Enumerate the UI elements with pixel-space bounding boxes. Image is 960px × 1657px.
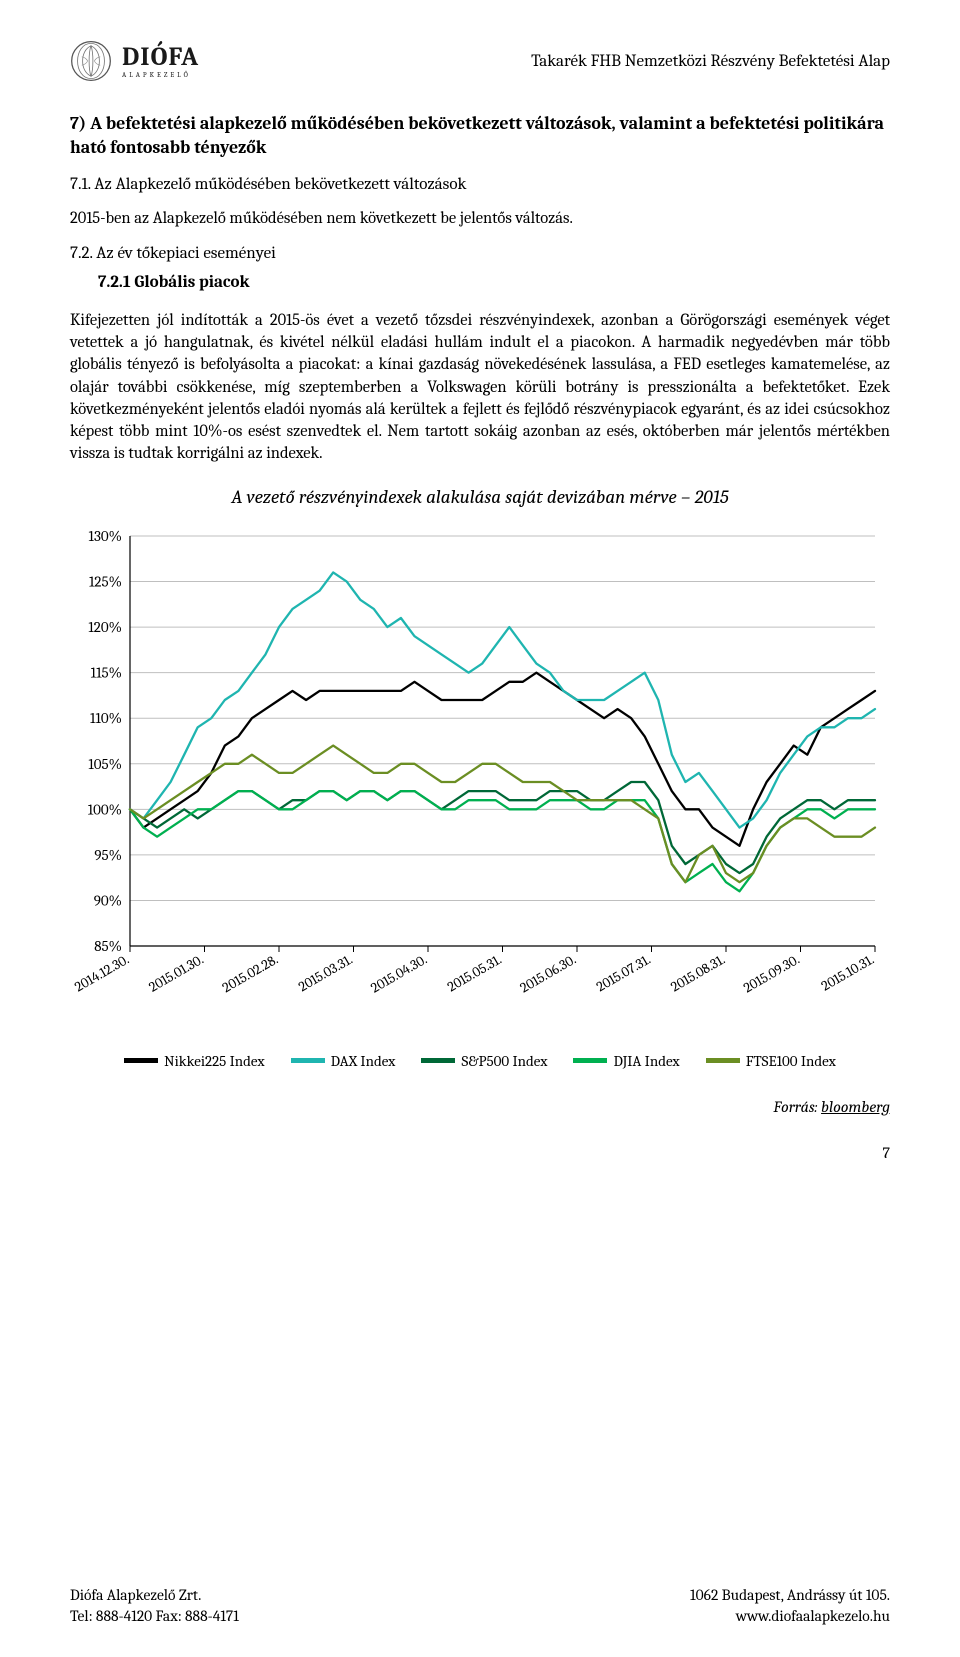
page-header: DIÓFA ALAPKEZELŐ Takarék FHB Nemzetközi … [70, 40, 890, 82]
legend-swatch [124, 1058, 158, 1063]
line-chart: 85%90%95%100%105%110%115%120%125%130%201… [70, 526, 890, 1070]
footer-company: Diófa Alapkezelő Zrt. [70, 1585, 239, 1606]
svg-text:105%: 105% [88, 754, 122, 772]
legend-item: FTSE100 Index [706, 1052, 836, 1070]
svg-text:110%: 110% [90, 709, 122, 727]
section-7-1-heading: 7.1. Az Alapkezelő működésében bekövetke… [70, 175, 890, 194]
legend-swatch [421, 1058, 455, 1063]
source-link: bloomberg [821, 1098, 890, 1116]
logo-text-main: DIÓFA [122, 44, 199, 70]
chart-title: A vezető részvényindexek alakulása saját… [70, 486, 890, 508]
chart-legend: Nikkei225 Index DAX Index S&P500 Index DJIA… [70, 1052, 890, 1070]
legend-swatch [573, 1058, 607, 1063]
page-footer: Diófa Alapkezelő Zrt. Tel: 888-4120 Fax:… [70, 1585, 890, 1627]
legend-label: DAX Index [331, 1052, 396, 1070]
section-7-1-body: 2015-ben az Alapkezelő működésében nem k… [70, 208, 890, 230]
svg-text:120%: 120% [88, 618, 122, 636]
svg-text:95%: 95% [94, 846, 122, 864]
svg-text:85%: 85% [94, 937, 122, 955]
svg-text:100%: 100% [88, 800, 122, 818]
footer-phone-fax: Tel: 888-4120 Fax: 888-4171 [70, 1606, 239, 1627]
chart-svg: 85%90%95%100%105%110%115%120%125%130%201… [70, 526, 890, 1046]
legend-item: DAX Index [291, 1052, 396, 1070]
legend-label: FTSE100 Index [746, 1052, 836, 1070]
svg-text:130%: 130% [89, 527, 122, 545]
legend-item: DJIA Index [573, 1052, 679, 1070]
legend-item: Nikkei225 Index [124, 1052, 264, 1070]
legend-label: Nikkei225 Index [164, 1052, 264, 1070]
legend-swatch [706, 1058, 740, 1063]
legend-swatch [291, 1058, 325, 1063]
logo-text-sub: ALAPKEZELŐ [122, 72, 199, 79]
svg-text:115%: 115% [91, 663, 122, 681]
legend-item: S&P500 Index [421, 1052, 547, 1070]
legend-label: S&P500 Index [461, 1052, 547, 1070]
section-7-2-1-body: Kifejezetten jól indították a 2015-ös év… [70, 310, 890, 466]
legend-label: DJIA Index [613, 1052, 679, 1070]
svg-text:90%: 90% [94, 891, 122, 909]
footer-address: 1062 Budapest, Andrássy út 105. [690, 1585, 890, 1606]
footer-website: www.diofaalapkezelo.hu [690, 1606, 890, 1627]
svg-text:125%: 125% [89, 572, 122, 590]
document-title: Takarék FHB Nemzetközi Részvény Befektet… [531, 52, 890, 71]
walnut-logo-icon [70, 40, 112, 82]
source-prefix: Forrás: [773, 1098, 821, 1116]
logo: DIÓFA ALAPKEZELŐ [70, 40, 199, 82]
chart-source: Forrás: bloomberg [70, 1098, 890, 1116]
section-7-2-1-heading: 7.2.1 Globális piacok [98, 273, 890, 292]
section-7-2-heading: 7.2. Az év tőkepiaci eseményei [70, 244, 890, 263]
page-number: 7 [70, 1144, 890, 1162]
section-7-heading: 7) A befektetési alapkezelő működésében … [70, 112, 890, 161]
